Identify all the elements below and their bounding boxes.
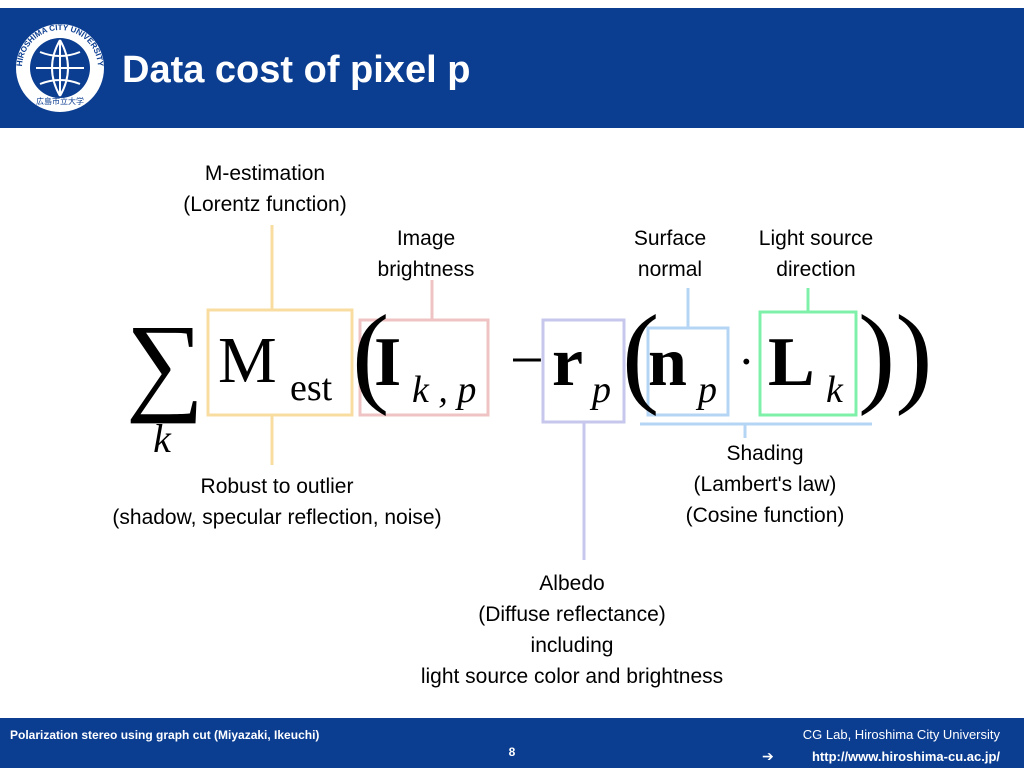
annotation: Robust to outlier — [201, 475, 354, 498]
annotation: Albedo — [539, 572, 604, 595]
n-box — [646, 326, 730, 417]
page-number: 8 — [509, 745, 516, 759]
footer-org: CG Lab, Hiroshima City University — [803, 727, 1001, 742]
dot: · — [738, 333, 755, 389]
l: L — [768, 324, 815, 401]
footer-left: Polarization stereo using graph cut (Miy… — [10, 728, 319, 742]
formula: ∑ k M est ( I k , p − r p ( n p · L k )) — [126, 293, 933, 461]
annotation: (Lambert's law) — [694, 473, 837, 496]
annotation: Image — [397, 227, 455, 250]
m-sub: est — [290, 367, 333, 409]
annotation: Surface — [634, 227, 706, 250]
i: I — [374, 324, 401, 401]
i-box — [358, 318, 490, 417]
l-box — [758, 310, 858, 417]
footer-arrow: ➔ — [762, 748, 774, 764]
n: n — [648, 324, 687, 401]
annotation: direction — [776, 258, 855, 281]
annotations: M-estimation (Lorentz function) Image brigh… — [112, 162, 873, 688]
sum: ∑ — [126, 302, 204, 424]
connectors — [270, 225, 872, 560]
paren: ( — [352, 293, 389, 417]
annotation: M-estimation — [205, 162, 325, 185]
title: Data cost of pixel p — [122, 49, 470, 91]
footer-url[interactable]: http://www.hiroshima-cu.ac.jp/ — [812, 749, 1000, 764]
l-sub: k — [826, 369, 844, 411]
annotation: normal — [638, 258, 702, 281]
logo-lines — [36, 39, 84, 97]
m-box — [206, 308, 354, 417]
annotation: brightness — [378, 258, 475, 281]
annotation: (shadow, specular reflection, noise) — [112, 506, 441, 529]
annotation: (Cosine function) — [686, 504, 845, 527]
annotation: including — [531, 634, 614, 657]
annotation: Light source — [759, 227, 873, 250]
m: M — [218, 324, 277, 397]
paren: ( — [622, 293, 659, 417]
annotation: light source color and brightness — [421, 665, 723, 688]
i-sub: k , p — [412, 369, 476, 411]
sum-index: k — [153, 416, 172, 461]
logo-text-jp: 広島市立大学 — [36, 96, 84, 106]
header-bar — [0, 8, 1024, 128]
r-box — [541, 318, 626, 424]
n-sub: p — [695, 369, 717, 411]
annotation: (Diffuse reflectance) — [478, 603, 666, 626]
paren: )) — [858, 293, 933, 417]
minus: − — [510, 327, 544, 393]
footer-bar — [0, 718, 1024, 768]
r-sub: p — [589, 369, 611, 411]
annotation: (Lorentz function) — [183, 193, 346, 216]
annotation: Shading — [726, 442, 803, 465]
r: r — [552, 324, 583, 401]
